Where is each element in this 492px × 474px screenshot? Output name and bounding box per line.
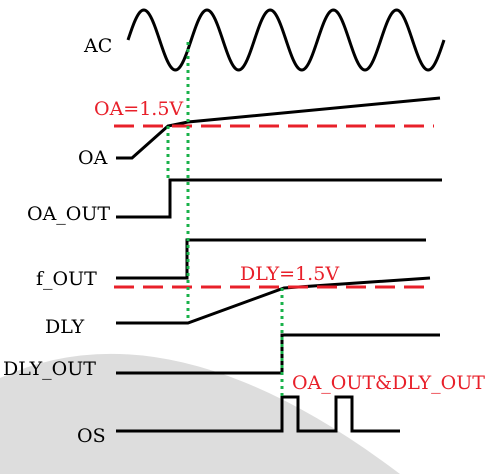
- oa-threshold-label: OA=1.5V: [94, 98, 183, 120]
- signal-label-dly: DLY: [45, 316, 85, 338]
- signal-label-oa-out: OA_OUT: [27, 203, 110, 225]
- ac-sine-wave: [126, 8, 446, 72]
- signal-label-oa: OA: [78, 147, 108, 169]
- dly-threshold-label: DLY=1.5V: [240, 263, 339, 285]
- signal-label-f-out: f_OUT: [36, 268, 97, 290]
- os-waveform: [116, 395, 400, 433]
- signal-label-dly-out: DLY_OUT: [3, 358, 96, 380]
- oa-out-waveform: [116, 178, 442, 219]
- background-watermark: [0, 353, 400, 474]
- signal-label-ac: AC: [83, 35, 112, 57]
- signal-label-os: OS: [77, 425, 106, 447]
- dly-waveform: [116, 276, 431, 325]
- os-condition-label: OA_OUT&DLY_OUT: [292, 372, 485, 394]
